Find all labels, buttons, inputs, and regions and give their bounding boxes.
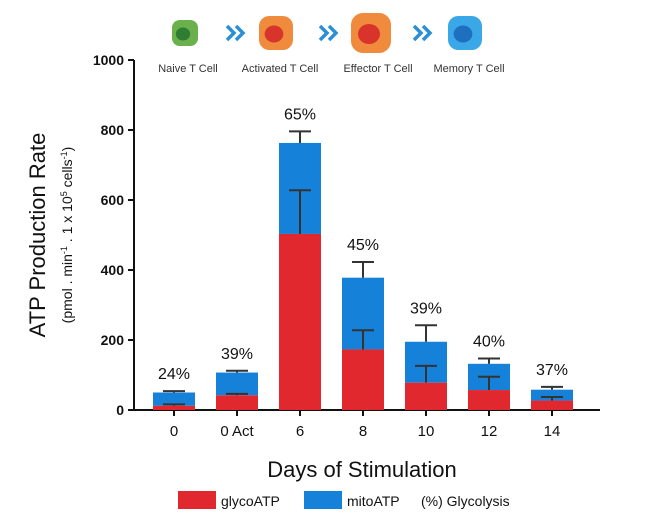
- x-tick-label: 0 Act: [220, 423, 254, 440]
- cell-nucleus-icon: [453, 25, 473, 43]
- y-tick-label: 800: [101, 122, 125, 138]
- x-tick-label: 8: [359, 423, 367, 440]
- chevron-right-icon: [421, 24, 433, 42]
- x-tick-label: 14: [544, 423, 561, 440]
- cell-label: Activated T Cell: [242, 63, 319, 75]
- cell-nucleus-icon: [358, 24, 380, 44]
- x-tick-label: 10: [418, 423, 435, 440]
- y-tick-label: 200: [101, 332, 125, 348]
- t-cell-progression: Naive T Cell Activated T Cell Effector T C…: [158, 13, 505, 75]
- cell-label: Effector T Cell: [343, 63, 412, 75]
- glycolysis-percent-label: 39%: [410, 300, 442, 317]
- y-tick-label: 1000: [93, 52, 124, 68]
- bar-glycoatp: [531, 400, 573, 410]
- x-tick-label: 12: [481, 423, 498, 440]
- x-axis-title: Days of Stimulation: [267, 457, 457, 482]
- x-tick-label: 0: [170, 423, 178, 440]
- chevron-right-icon: [412, 24, 424, 42]
- y-tick-labels: 0 200 400 600 800 1000: [93, 52, 134, 418]
- y-tick-label: 600: [101, 192, 125, 208]
- legend-label-mitoatp: mitoATP: [347, 493, 400, 509]
- chevron-right-icon: [225, 24, 237, 42]
- y-axis-units: (pmol . min-1 . 1 x 105 cells-1): [59, 147, 75, 324]
- glycolysis-percent-label: 40%: [473, 334, 505, 351]
- chevron-right-icon: [234, 24, 246, 42]
- legend-label-glycoatp: glycoATP: [221, 493, 280, 509]
- bars: [153, 130, 573, 410]
- chevron-right-icon: [327, 24, 339, 42]
- percent-annotations: 24% 39% 65% 45% 39% 40% 37%: [158, 106, 568, 383]
- glycolysis-percent-label: 37%: [536, 362, 568, 379]
- cell-nucleus-icon: [175, 27, 191, 41]
- x-tick-label: 6: [296, 423, 304, 440]
- cell-label: Naive T Cell: [158, 63, 218, 75]
- bar-glycoatp: [216, 395, 258, 410]
- cell-label: Memory T Cell: [433, 63, 504, 75]
- chevron-right-icon: [318, 24, 330, 42]
- glycolysis-percent-label: 39%: [221, 346, 253, 363]
- legend-swatch-mitoatp: [304, 491, 342, 509]
- glycolysis-percent-label: 24%: [158, 366, 190, 383]
- bar-mitoatp: [153, 392, 195, 406]
- bar-mitoatp: [531, 389, 573, 401]
- legend: glycoATP mitoATP (%) Glycolysis: [178, 491, 510, 509]
- cell-nucleus-icon: [264, 25, 284, 43]
- bar-glycoatp: [405, 382, 447, 410]
- legend-label-glycolysis: (%) Glycolysis: [421, 493, 510, 509]
- glycolysis-percent-label: 45%: [347, 237, 379, 254]
- legend-swatch-glycoatp: [178, 491, 216, 509]
- bar-glycoatp: [279, 233, 321, 410]
- y-axis-title: ATP Production Rate: [25, 133, 50, 338]
- bar-glycoatp: [342, 349, 384, 410]
- x-tick-labels: 0 0 Act 6 8 10 12 14: [170, 410, 561, 440]
- bar-glycoatp: [153, 405, 195, 410]
- y-tick-label: 0: [116, 402, 124, 418]
- bar-mitoatp: [216, 372, 258, 396]
- y-tick-label: 400: [101, 262, 125, 278]
- glycolysis-percent-label: 65%: [284, 106, 316, 123]
- bar-glycoatp: [468, 390, 510, 410]
